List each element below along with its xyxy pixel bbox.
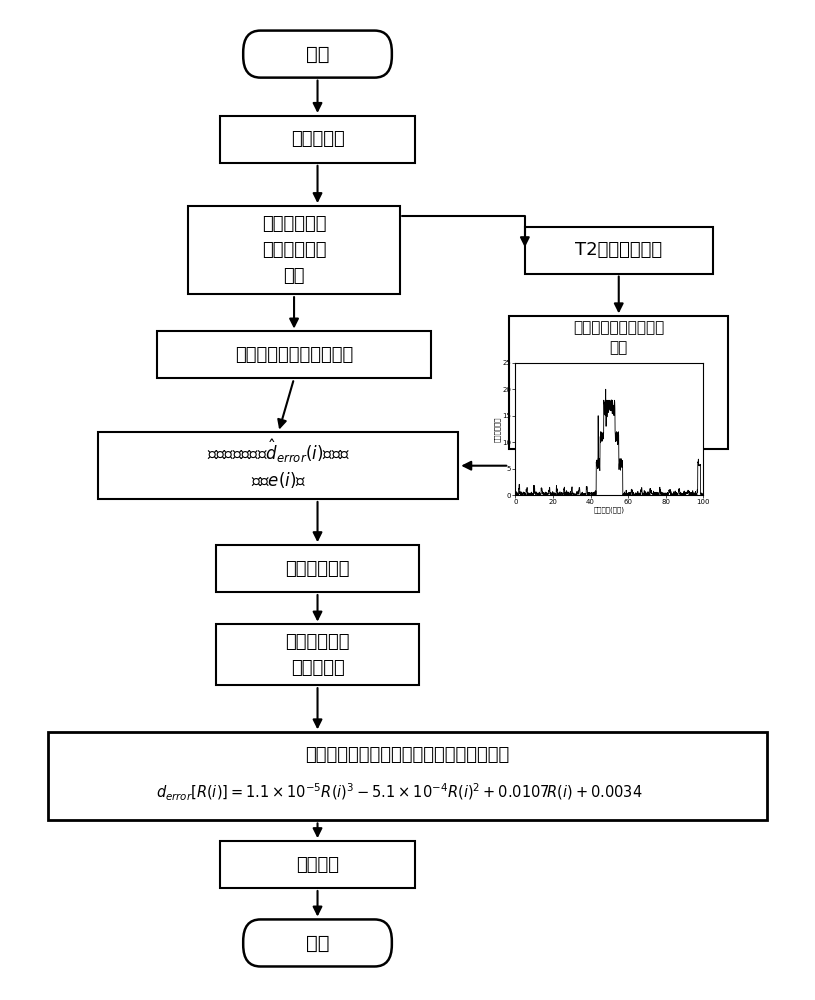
Bar	[525, 227, 712, 274]
Bar	[47, 732, 768, 820]
FancyBboxPatch shape	[243, 31, 392, 78]
Text: 距离补偿: 距离补偿	[296, 856, 339, 874]
Text: 引入权重后的最小二乘法估计误差补偿方程: 引入权重后的最小二乘法估计误差补偿方程	[306, 746, 509, 764]
Text: T2模式实验测量: T2模式实验测量	[575, 241, 663, 259]
Text: 开始: 开始	[306, 45, 329, 64]
Text: 获得原始数据并计算距
离值: 获得原始数据并计算距 离值	[573, 320, 664, 355]
FancyBboxPatch shape	[243, 919, 392, 966]
Text: 残差$e(i)$。: 残差$e(i)$。	[251, 470, 306, 490]
Bar	[188, 206, 399, 294]
Bar	[509, 316, 729, 449]
Text: 计算杠杆数值: 计算杠杆数值	[285, 560, 350, 578]
Bar	[216, 545, 419, 592]
Text: 比特流生成: 比特流生成	[291, 130, 345, 148]
Text: 矫正的光子计数比例确定: 矫正的光子计数比例确定	[235, 346, 353, 364]
Text: $d_{error}[R(i)]=1.1\times10^{-5}R(i)^3-5.1\times10^{-4}R(i)^2+0.0107R(i)+0.0034: $d_{error}[R(i)]=1.1\times10^{-5}R(i)^3-…	[156, 781, 643, 803]
Text: 引入残差调整
后的权重值: 引入残差调整 后的权重值	[285, 633, 350, 677]
Text: 结束: 结束	[306, 933, 329, 952]
Bar	[157, 331, 431, 378]
Bar	[216, 624, 419, 685]
Bar	[99, 432, 458, 499]
Text: 参考码型矫正
的光子计数值
确定: 参考码型矫正 的光子计数值 确定	[262, 215, 326, 286]
Text: 最小二乘法估计$\hat{d}_{error}(i)$并计算: 最小二乘法估计$\hat{d}_{error}(i)$并计算	[207, 437, 350, 465]
Bar	[220, 116, 416, 163]
Bar	[220, 841, 416, 888]
